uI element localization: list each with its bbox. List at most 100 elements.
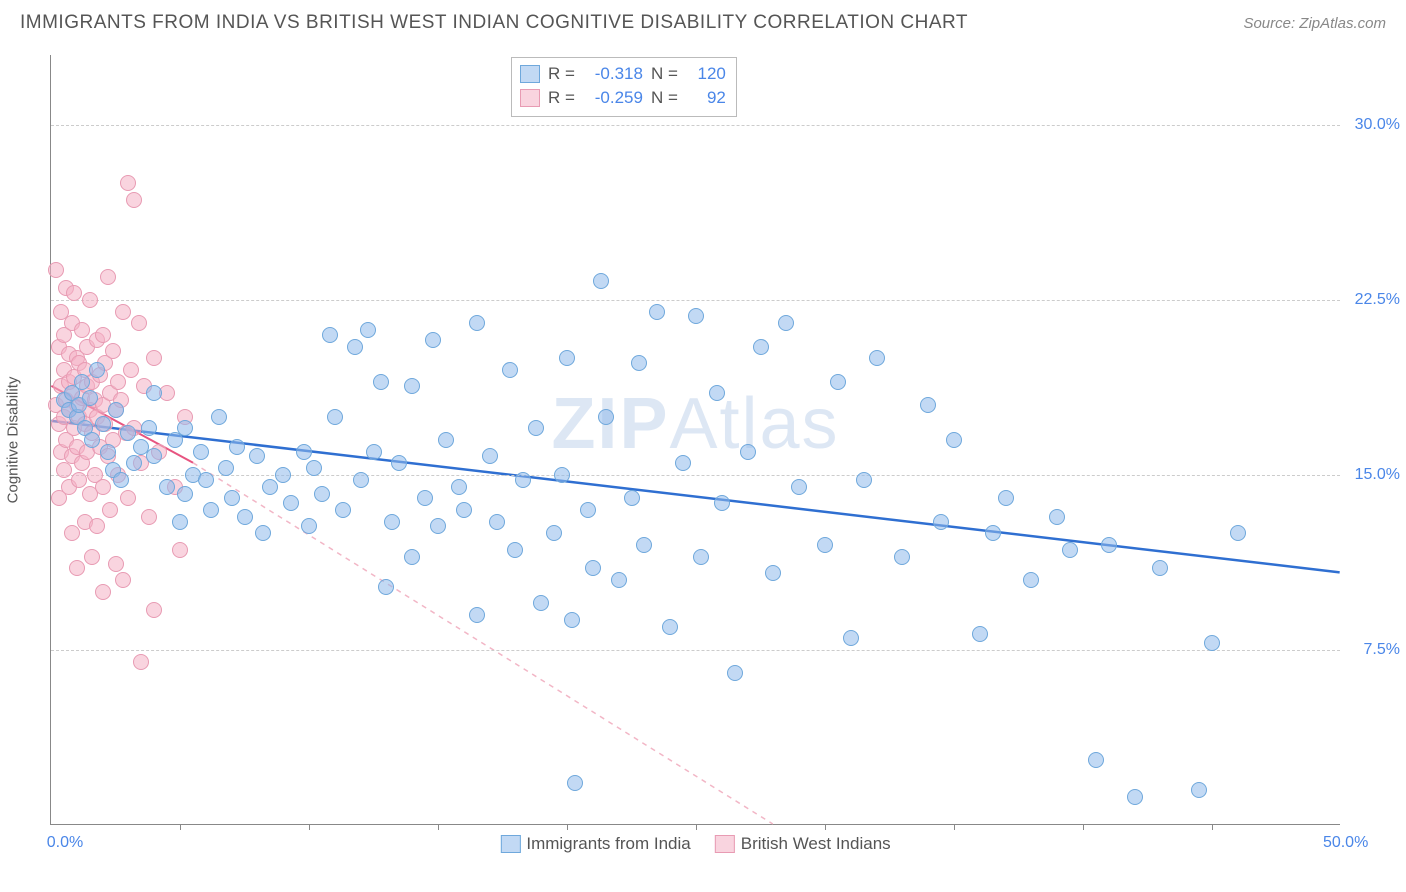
data-point [146, 385, 162, 401]
chart-title: IMMIGRANTS FROM INDIA VS BRITISH WEST IN… [20, 12, 968, 34]
data-point [585, 560, 601, 576]
swatch-icon [500, 835, 520, 853]
data-point [384, 514, 400, 530]
data-point [120, 490, 136, 506]
data-point [262, 479, 278, 495]
data-point [108, 556, 124, 572]
data-point [1049, 509, 1065, 525]
data-point [131, 315, 147, 331]
data-point [564, 612, 580, 628]
data-point [126, 192, 142, 208]
data-point [559, 350, 575, 366]
data-point [765, 565, 781, 581]
x-tick-mark [954, 824, 955, 830]
data-point [404, 378, 420, 394]
data-point [378, 579, 394, 595]
data-point [177, 420, 193, 436]
y-tick-label: 30.0% [1345, 116, 1400, 134]
data-point [1088, 752, 1104, 768]
data-point [425, 332, 441, 348]
data-point [198, 472, 214, 488]
data-point [1062, 542, 1078, 558]
data-point [95, 584, 111, 600]
data-point [869, 350, 885, 366]
trend-lines [51, 55, 1340, 824]
watermark: ZIPAtlas [551, 383, 839, 465]
data-point [203, 502, 219, 518]
data-point [856, 472, 872, 488]
data-point [662, 619, 678, 635]
data-point [314, 486, 330, 502]
data-point [177, 486, 193, 502]
data-point [817, 537, 833, 553]
data-point [404, 549, 420, 565]
data-point [113, 472, 129, 488]
legend-item: British West Indians [715, 834, 891, 854]
data-point [120, 175, 136, 191]
data-point [255, 525, 271, 541]
data-point [482, 448, 498, 464]
data-point [84, 432, 100, 448]
data-point [141, 509, 157, 525]
data-point [391, 455, 407, 471]
data-point [528, 420, 544, 436]
data-point [296, 444, 312, 460]
data-point [611, 572, 627, 588]
data-point [688, 308, 704, 324]
data-point [727, 665, 743, 681]
legend-item: Immigrants from India [500, 834, 690, 854]
data-point [456, 502, 472, 518]
data-point [985, 525, 1001, 541]
data-point [89, 518, 105, 534]
data-point [791, 479, 807, 495]
stats-legend-box: R = -0.318 N = 120 R = -0.259 N = 92 [511, 57, 737, 117]
data-point [89, 362, 105, 378]
data-point [353, 472, 369, 488]
data-point [451, 479, 467, 495]
data-point [507, 542, 523, 558]
data-point [159, 479, 175, 495]
data-point [306, 460, 322, 476]
data-point [946, 432, 962, 448]
data-point [709, 385, 725, 401]
data-point [237, 509, 253, 525]
x-tick-mark [1212, 824, 1213, 830]
data-point [126, 455, 142, 471]
data-point [95, 416, 111, 432]
data-point [1127, 789, 1143, 805]
data-point [546, 525, 562, 541]
data-point [430, 518, 446, 534]
scatter-plot: Cognitive Disability ZIPAtlas R = -0.318… [50, 55, 1340, 825]
data-point [172, 514, 188, 530]
data-point [64, 525, 80, 541]
data-point [920, 397, 936, 413]
y-axis-label: Cognitive Disability [5, 376, 22, 503]
data-point [100, 444, 116, 460]
data-point [172, 542, 188, 558]
gridline [51, 300, 1340, 301]
data-point [933, 514, 949, 530]
data-point [347, 339, 363, 355]
data-point [830, 374, 846, 390]
x-tick-mark [438, 824, 439, 830]
data-point [693, 549, 709, 565]
data-point [322, 327, 338, 343]
legend: Immigrants from India British West India… [500, 834, 890, 854]
x-min-label: 0.0% [47, 834, 83, 852]
data-point [102, 502, 118, 518]
data-point [502, 362, 518, 378]
gridline [51, 125, 1340, 126]
data-point [146, 602, 162, 618]
data-point [778, 315, 794, 331]
data-point [1152, 560, 1168, 576]
data-point [740, 444, 756, 460]
data-point [598, 409, 614, 425]
data-point [593, 273, 609, 289]
data-point [489, 514, 505, 530]
data-point [69, 560, 85, 576]
data-point [218, 460, 234, 476]
data-point [998, 490, 1014, 506]
y-tick-label: 22.5% [1345, 291, 1400, 309]
swatch-icon [520, 89, 540, 107]
data-point [714, 495, 730, 511]
